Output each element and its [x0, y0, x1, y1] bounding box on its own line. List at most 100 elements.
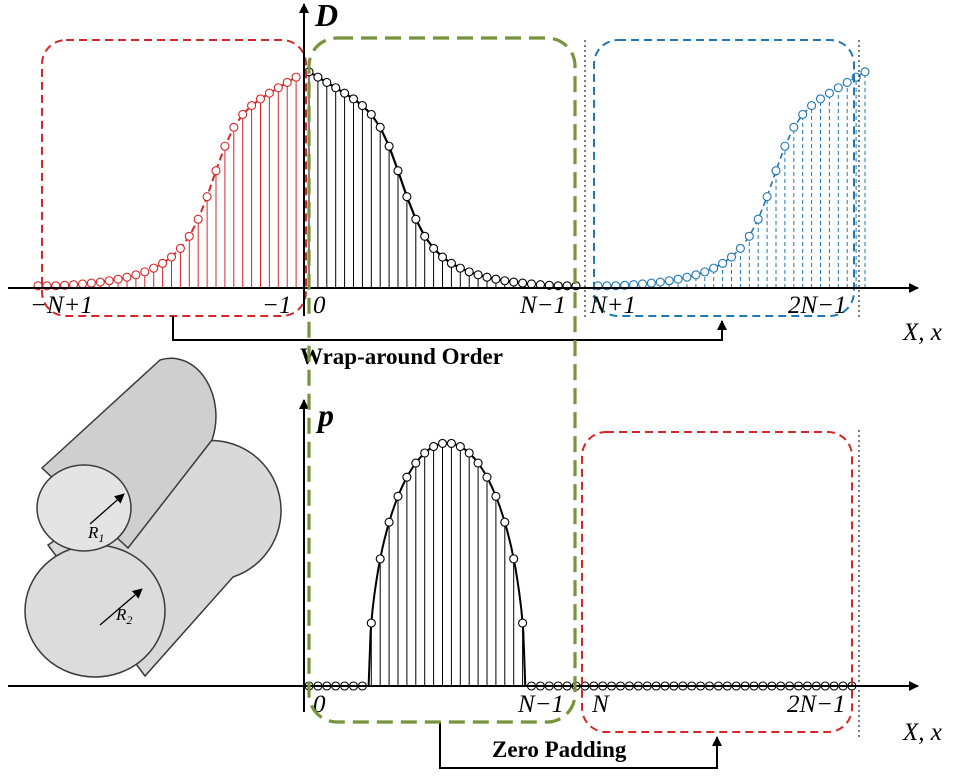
right-copy-box — [593, 39, 855, 317]
zero-padding-bracket — [439, 722, 722, 769]
tick-label: 0 — [313, 292, 326, 319]
tick-label: N+1 — [589, 292, 636, 319]
sample-marker — [402, 192, 412, 202]
sample-marker — [491, 491, 501, 501]
sample-marker — [375, 554, 385, 564]
sample-marker — [473, 458, 483, 468]
sample-marker — [500, 276, 510, 286]
sample-marker — [455, 442, 465, 452]
sample-marker — [482, 472, 492, 482]
sample-marker — [682, 272, 692, 282]
radius-arrow — [99, 588, 143, 626]
sample-marker — [709, 263, 719, 273]
sample-marker — [384, 517, 394, 527]
sample-marker — [255, 94, 266, 104]
small-cylinder-face — [36, 464, 132, 552]
sample-marker — [842, 77, 852, 87]
sample-marker — [348, 94, 359, 104]
sample-marker — [113, 274, 123, 284]
sample-marker — [762, 192, 772, 202]
sample-marker — [500, 517, 510, 527]
sample-marker — [282, 77, 292, 87]
wrap-around-label: Wrap-around Order — [300, 344, 503, 369]
sample-marker — [220, 141, 230, 151]
sample-marker — [238, 109, 248, 119]
zero-padding-box — [581, 431, 853, 733]
sample-marker — [526, 279, 537, 289]
tick-label: 2N−1 — [788, 292, 847, 319]
radius-label-r2: R2 — [115, 605, 132, 627]
sample-marker — [247, 101, 257, 111]
sample-marker — [393, 491, 403, 501]
sample-marker — [95, 277, 105, 287]
sample-marker — [322, 77, 332, 87]
left-copy-box — [41, 39, 307, 317]
contacting-cylinders: R1 R2 — [24, 357, 282, 678]
sample-marker — [771, 166, 781, 176]
sample-marker — [340, 88, 350, 98]
sample-marker — [149, 263, 159, 273]
sample-marker — [158, 258, 168, 268]
sample-marker — [193, 214, 203, 224]
right-copy-stems — [597, 71, 866, 288]
sample-marker — [491, 274, 501, 284]
y-axis-name: p — [315, 397, 334, 433]
sample-marker — [518, 278, 528, 288]
sample-marker — [673, 274, 683, 284]
sample-marker — [637, 279, 648, 289]
sample-marker — [429, 442, 439, 452]
sample-marker — [291, 72, 301, 82]
pressure-stems — [370, 443, 524, 686]
sample-marker — [331, 83, 341, 93]
sample-marker — [446, 258, 456, 268]
sample-marker — [664, 276, 674, 286]
sample-marker — [780, 141, 790, 151]
sample-marker — [446, 438, 456, 448]
main-kernel-markers — [304, 67, 581, 291]
sample-marker — [744, 231, 754, 241]
sample-marker — [411, 214, 421, 224]
x-axis-name: X, x — [902, 719, 942, 746]
sample-marker — [518, 618, 528, 628]
sample-marker — [384, 141, 394, 151]
sample-marker — [229, 122, 239, 132]
sample-marker — [166, 252, 177, 262]
sample-marker — [77, 279, 88, 289]
sample-marker — [655, 277, 665, 287]
sample-marker — [726, 252, 737, 262]
sample-marker — [798, 109, 808, 119]
tick-label: −N+1 — [30, 292, 93, 319]
computation-window-box — [307, 36, 577, 724]
wrap-around-label-bg — [296, 342, 554, 372]
sample-marker — [753, 214, 763, 224]
left-copy-curve — [38, 76, 297, 287]
sample-marker — [509, 554, 519, 564]
sample-marker — [437, 252, 448, 262]
sample-marker — [718, 258, 728, 268]
sample-marker — [824, 88, 834, 98]
sample-marker — [429, 243, 439, 253]
sample-marker — [411, 458, 421, 468]
sample-marker — [464, 267, 474, 277]
sample-marker — [700, 267, 710, 277]
top-panel: D X, x −N+1 −1 0 N−1 N+1 2N−1 Wrap-aroun… — [8, 0, 942, 372]
sample-marker — [455, 263, 465, 273]
pressure-curve — [367, 441, 527, 687]
y-axis-name: D — [314, 0, 338, 33]
sample-marker — [807, 101, 817, 111]
sample-marker — [366, 618, 376, 628]
sample-marker — [833, 83, 843, 93]
sample-marker — [273, 83, 283, 93]
large-cylinder-face — [24, 544, 166, 678]
sample-marker — [815, 94, 826, 104]
radius-arrow — [89, 493, 125, 525]
sample-marker — [264, 88, 274, 98]
sample-marker — [860, 67, 870, 77]
left-copy-markers — [33, 72, 301, 291]
tick-label: N−1 — [519, 292, 566, 319]
sample-marker — [646, 278, 656, 288]
sample-marker — [393, 166, 403, 176]
bottom-panel: p X, x 0 N−1 N 2N−1 Zero Padding — [8, 397, 942, 769]
sample-marker — [789, 122, 799, 132]
